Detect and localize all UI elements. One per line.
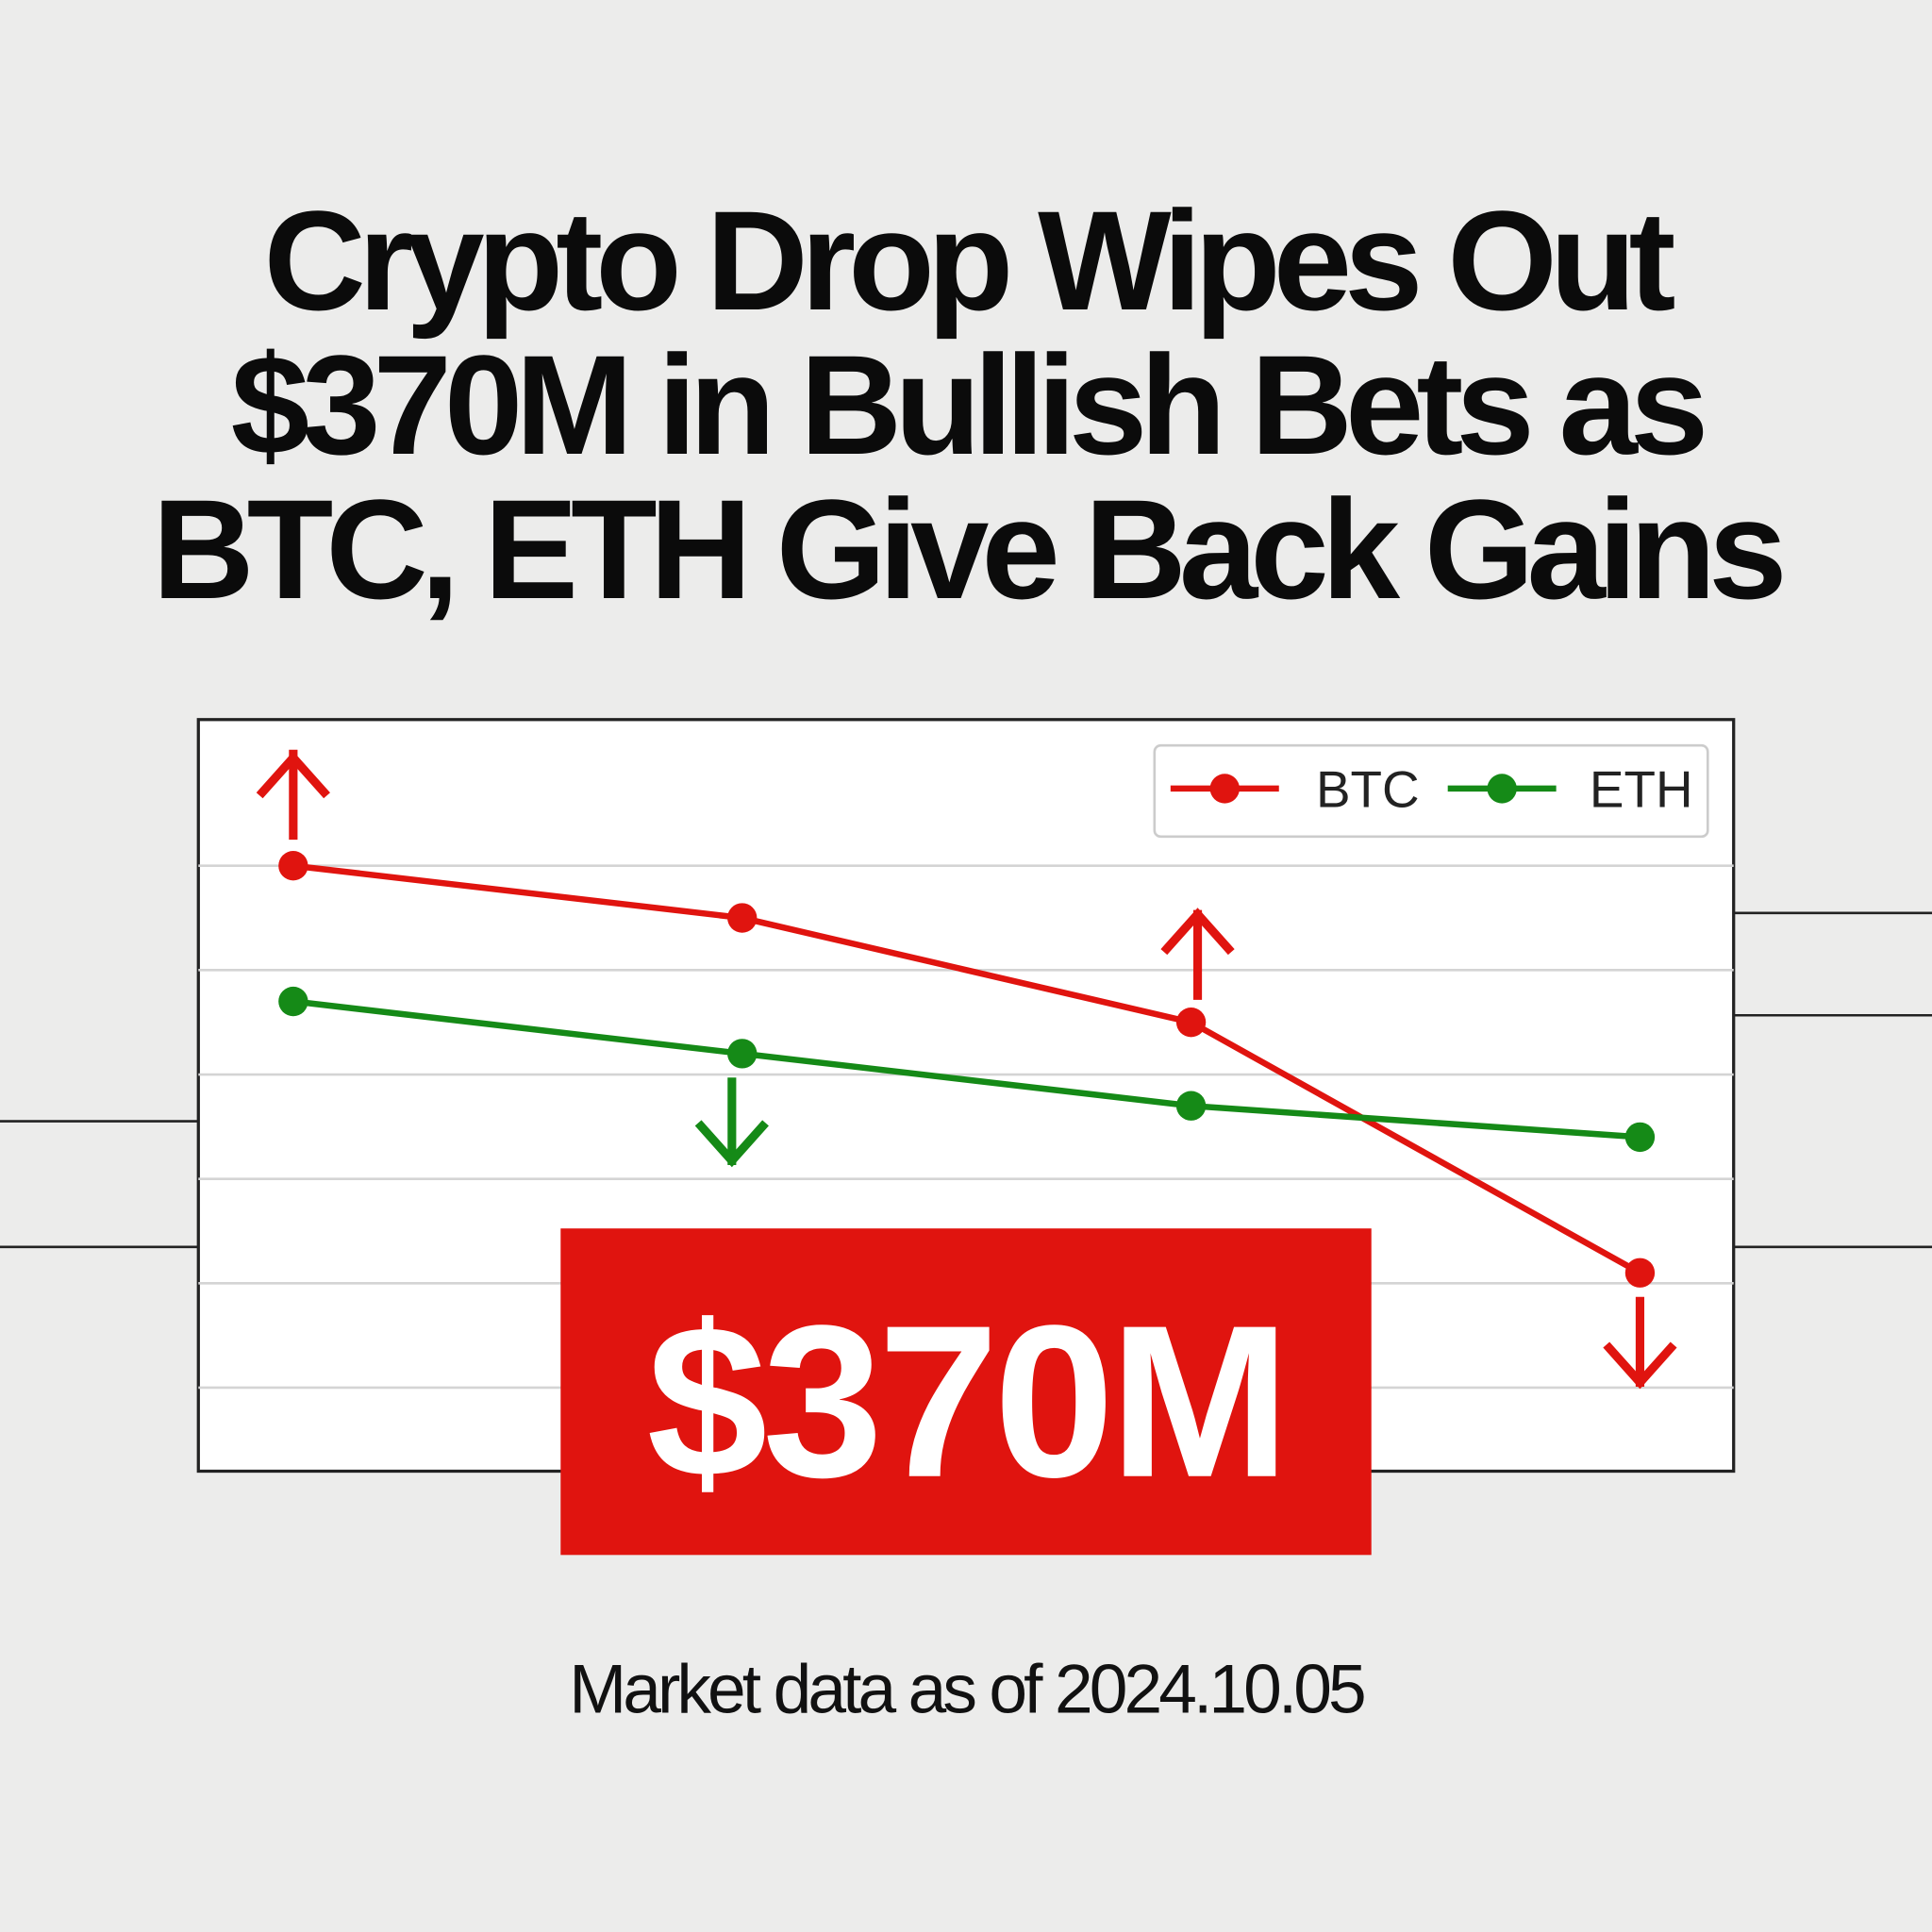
- point: [1175, 1008, 1207, 1038]
- chart-title: Crypto Drop Wipes Out $370M in Bullish B…: [152, 181, 1787, 628]
- footnote: Market data as of 2024.10.05: [569, 1652, 1364, 1728]
- point: [278, 851, 308, 881]
- point: [1624, 1257, 1656, 1288]
- annotation-box: [560, 1228, 1372, 1556]
- annotation: $370M: [647, 1280, 1286, 1523]
- arrows: [256, 749, 1677, 1390]
- decor-lines: [0, 911, 1932, 1249]
- point: [1624, 1122, 1656, 1153]
- point: [1175, 1091, 1207, 1121]
- legend-label: BTC: [1316, 760, 1420, 819]
- series-line: [292, 862, 1642, 1276]
- legend-dot: [1209, 774, 1240, 804]
- legend-label: ETH: [1590, 760, 1693, 819]
- point: [727, 1039, 758, 1069]
- point: [278, 986, 308, 1017]
- legend-dot: [1487, 774, 1517, 804]
- legend: [1153, 743, 1709, 839]
- point: [727, 903, 758, 933]
- series-line: [292, 998, 1641, 1141]
